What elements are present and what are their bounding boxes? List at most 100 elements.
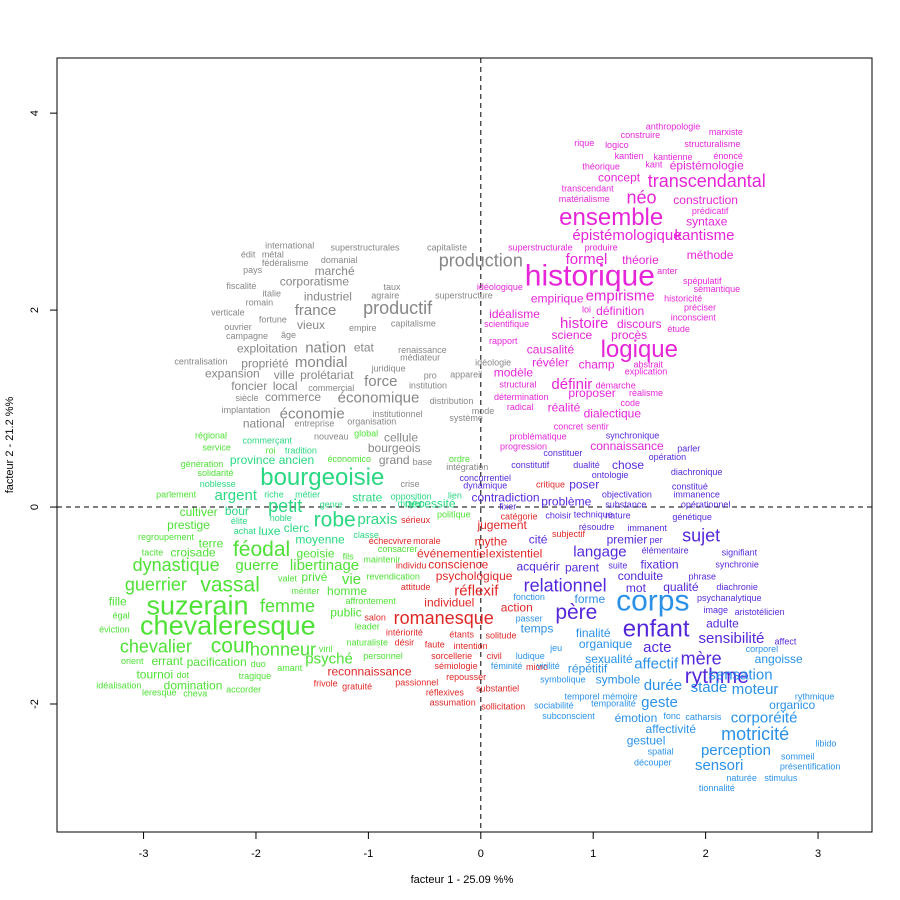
word-point: force <box>364 373 397 390</box>
word-point: bour <box>225 504 249 518</box>
word-point: psyché <box>305 651 353 668</box>
word-point: valet <box>278 573 298 583</box>
word-point: centralisation <box>174 357 227 367</box>
word-point: féodal <box>233 538 290 561</box>
word-point: vassal <box>200 573 260 596</box>
word-point: frivole <box>314 679 338 689</box>
word-point: tradition <box>285 445 317 455</box>
word-point: guerre <box>235 557 278 574</box>
word-point: épistémologique <box>572 227 681 244</box>
word-point: foncier <box>231 379 267 393</box>
word-point: clerc <box>284 521 309 535</box>
word-point: institution <box>409 380 447 390</box>
word-point: constitutif <box>511 460 550 470</box>
word-point: sorcellerie <box>431 651 472 661</box>
word-point: construction <box>673 193 738 207</box>
word-point: viril <box>319 644 333 654</box>
word-point: sensibilité <box>699 630 765 647</box>
word-point: nécessité <box>405 496 456 510</box>
word-point: logico <box>605 140 629 150</box>
word-point: sexualité <box>585 652 633 666</box>
word-point: sensation <box>708 666 772 683</box>
word-point: loi <box>582 304 591 314</box>
word-point: ontologie <box>592 470 629 480</box>
word-point: tacite <box>142 548 164 558</box>
word-point: privé <box>301 570 327 584</box>
word-point: maintenir <box>363 555 400 565</box>
word-point: conscience <box>428 557 488 571</box>
word-point: service <box>202 442 231 452</box>
word-point: idéologique <box>477 282 523 292</box>
word-point: technique <box>574 509 613 519</box>
word-point: rythmique <box>795 691 835 701</box>
word-point: angoisse <box>755 652 803 666</box>
word-point: anter <box>657 266 678 276</box>
word-point: structural <box>499 379 536 389</box>
word-point: problématique <box>510 431 567 441</box>
word-point: distribution <box>430 396 474 406</box>
word-point: discours <box>617 317 662 331</box>
word-point: produire <box>585 242 618 252</box>
word-point: abstrait <box>634 360 664 370</box>
word-point: empirisme <box>586 287 655 304</box>
word-point: présentification <box>780 761 841 771</box>
word-point: métier <box>295 490 320 500</box>
word-point: affrontement <box>345 596 396 606</box>
word-point: nature <box>605 510 631 520</box>
word-point: guerrier <box>125 575 187 595</box>
word-point: personnel <box>363 651 403 661</box>
word-point: sociabilité <box>534 700 574 710</box>
word-point: petit <box>268 496 302 516</box>
word-point: honneur <box>250 640 316 660</box>
word-point: stade <box>691 679 728 696</box>
x-tick-label: 1 <box>590 848 596 860</box>
word-point: salon <box>364 613 386 623</box>
word-point: régional <box>195 431 227 441</box>
word-point: inconscient <box>671 312 717 322</box>
word-point: génération <box>181 459 224 469</box>
word-point: poser <box>569 478 599 492</box>
word-point: cultiver <box>180 505 218 519</box>
word-point: fixer <box>499 501 516 511</box>
word-point: expansion <box>205 366 260 380</box>
word-point: implantation <box>222 405 271 415</box>
word-point: geste <box>641 694 678 711</box>
word-point: virilité <box>537 661 560 671</box>
x-tick-label: -2 <box>251 848 261 860</box>
word-point: industriel <box>304 289 352 303</box>
word-point: empirique <box>531 291 584 305</box>
word-point: pro <box>424 370 437 380</box>
word-point: révéler <box>532 355 569 369</box>
word-point: revendication <box>366 571 420 581</box>
word-point: code <box>621 398 641 408</box>
word-point: cité <box>529 533 548 547</box>
word-point: immanent <box>627 523 667 533</box>
word-point: cour <box>211 634 252 657</box>
word-point: science <box>552 328 593 342</box>
word-point: marché <box>315 264 355 278</box>
word-point: genre <box>320 499 343 509</box>
word-point: organisation <box>347 417 396 427</box>
word-point: médiateur <box>400 353 440 363</box>
word-point: classe <box>353 530 379 540</box>
word-point: amant <box>277 663 303 673</box>
word-point: superstructurale <box>508 242 573 252</box>
word-point: crise <box>400 479 419 489</box>
plot-frame <box>56 57 873 833</box>
x-axis-label: facteur 1 - 25.09 %% <box>411 874 514 886</box>
word-point: action <box>501 601 533 615</box>
word-point: perception <box>701 742 771 759</box>
word-point: fonc <box>663 711 681 721</box>
word-point: démarche <box>596 380 636 390</box>
word-point: appareil <box>450 369 482 379</box>
word-point: enfant <box>623 615 690 642</box>
word-point: temporel <box>564 691 599 701</box>
word-point: causalité <box>527 343 575 357</box>
word-point: chevalier <box>120 637 192 657</box>
word-point: transcendant <box>562 183 615 193</box>
word-point: substantiel <box>476 684 519 694</box>
word-point: cheva <box>183 689 207 699</box>
word-point: choisir <box>545 510 571 520</box>
word-point: conduite <box>618 569 664 583</box>
word-point: immanence <box>673 490 720 500</box>
